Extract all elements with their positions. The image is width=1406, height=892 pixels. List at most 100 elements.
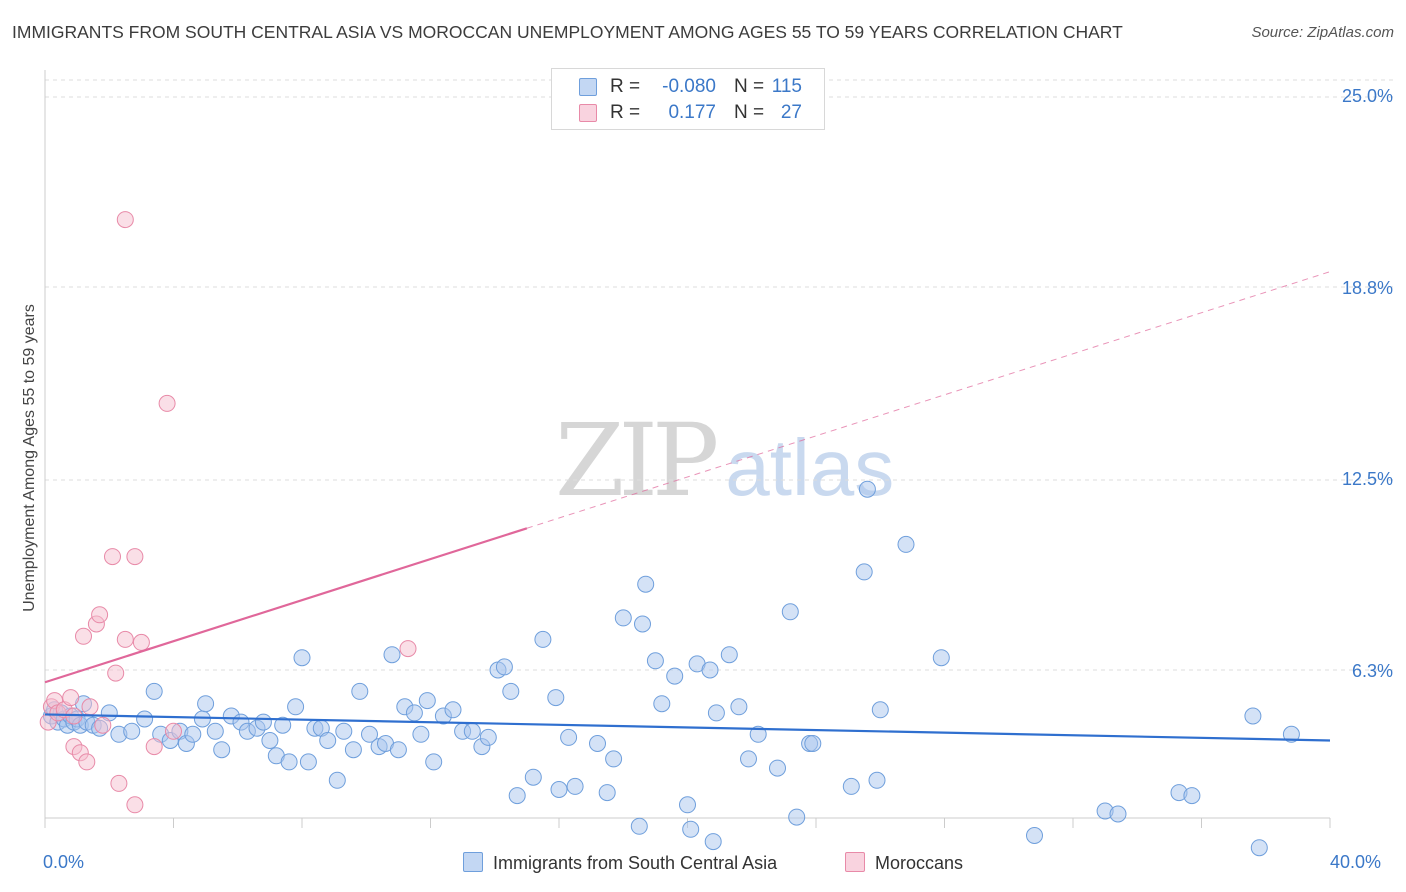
data-point-immigrants bbox=[634, 615, 651, 633]
data-point-immigrants bbox=[720, 646, 738, 664]
data-point-immigrants bbox=[547, 689, 565, 707]
y-tick-label-18-8: 18.8% bbox=[1341, 278, 1393, 298]
data-point-immigrants bbox=[630, 817, 648, 835]
data-point-immigrants bbox=[136, 710, 154, 728]
data-point-immigrants bbox=[389, 741, 407, 759]
legend-r-label: R = bbox=[610, 102, 641, 123]
data-point-immigrants bbox=[361, 725, 378, 743]
legend-swatch-blue bbox=[463, 852, 483, 872]
legend-swatch-blue bbox=[579, 78, 597, 96]
data-point-immigrants bbox=[1109, 805, 1127, 823]
correlation-legend: R = -0.080 N = 115 R = 0.177 N = 27 bbox=[551, 68, 825, 130]
data-point-moroccans bbox=[81, 698, 99, 716]
data-point-immigrants bbox=[206, 722, 224, 740]
data-point-immigrants bbox=[524, 768, 542, 786]
data-point-moroccans bbox=[116, 630, 134, 648]
data-point-immigrants bbox=[560, 728, 578, 746]
data-point-immigrants bbox=[293, 649, 311, 667]
legend-item-moroccans[interactable]: Moroccans bbox=[845, 852, 963, 874]
data-point-moroccans bbox=[158, 394, 176, 412]
data-point-moroccans bbox=[132, 633, 150, 651]
legend-row-pink: R = 0.177 N = 27 bbox=[552, 100, 824, 126]
data-point-immigrants bbox=[184, 725, 202, 743]
data-point-immigrants bbox=[769, 759, 786, 777]
data-point-immigrants bbox=[605, 750, 623, 768]
data-point-moroccans bbox=[94, 716, 112, 734]
data-point-immigrants bbox=[749, 725, 767, 743]
data-point-immigrants bbox=[788, 808, 806, 826]
data-point-immigrants bbox=[1244, 707, 1262, 725]
data-point-immigrants bbox=[707, 704, 725, 722]
data-point-moroccans bbox=[116, 211, 134, 229]
data-point-immigrants bbox=[213, 741, 231, 759]
data-point-immigrants bbox=[1250, 839, 1268, 857]
data-point-moroccans bbox=[62, 689, 80, 707]
data-point-immigrants bbox=[328, 771, 346, 789]
data-point-immigrants bbox=[351, 682, 369, 700]
data-point-immigrants bbox=[274, 716, 292, 734]
data-point-immigrants bbox=[740, 750, 757, 768]
data-point-immigrants bbox=[405, 704, 423, 722]
data-point-immigrants bbox=[679, 796, 696, 814]
data-point-immigrants bbox=[479, 728, 497, 746]
data-point-immigrants bbox=[897, 535, 915, 553]
y-tick-label-6-3: 6.3% bbox=[1351, 661, 1393, 681]
data-point-immigrants bbox=[842, 777, 860, 795]
x-tick-label-min: 0.0% bbox=[43, 852, 85, 872]
chart-title: IMMIGRANTS FROM SOUTH CENTRAL ASIA VS MO… bbox=[12, 22, 1123, 42]
trend-line-immigrants bbox=[44, 713, 1331, 742]
data-point-immigrants bbox=[855, 563, 873, 581]
watermark-zip: ZIP bbox=[555, 402, 719, 519]
legend-n-label: N = bbox=[734, 102, 765, 123]
data-point-immigrants bbox=[508, 787, 526, 805]
data-point-moroccans bbox=[110, 774, 128, 792]
data-point-immigrants bbox=[704, 833, 722, 851]
data-point-immigrants bbox=[344, 741, 362, 759]
data-point-immigrants bbox=[145, 682, 163, 700]
legend-r-value: -0.080 bbox=[662, 76, 716, 97]
data-point-immigrants bbox=[287, 698, 305, 716]
y-tick-label-25: 25.0% bbox=[1341, 86, 1393, 106]
legend-r-label: R = bbox=[610, 76, 641, 97]
legend-row-blue: R = -0.080 N = 115 bbox=[552, 74, 824, 100]
data-point-immigrants bbox=[682, 820, 700, 838]
legend-item-immigrants[interactable]: Immigrants from South Central Asia bbox=[463, 852, 777, 874]
data-point-immigrants bbox=[444, 701, 462, 719]
data-point-immigrants bbox=[299, 753, 317, 771]
legend-swatch-pink bbox=[845, 852, 865, 872]
data-point-immigrants bbox=[418, 692, 436, 710]
data-point-moroccans bbox=[104, 548, 121, 566]
data-point-immigrants bbox=[123, 722, 141, 740]
data-point-immigrants bbox=[1183, 787, 1201, 805]
x-tick-label-max: 40.0% bbox=[1330, 852, 1382, 872]
data-point-immigrants bbox=[598, 784, 616, 802]
y-tick-label-12-5: 12.5% bbox=[1341, 469, 1393, 489]
data-point-immigrants bbox=[614, 609, 632, 627]
data-point-immigrants bbox=[425, 753, 443, 771]
data-point-immigrants bbox=[871, 701, 889, 719]
watermark: ZIP atlas bbox=[555, 402, 894, 519]
data-point-immigrants bbox=[261, 732, 279, 749]
source-label: Source: ZipAtlas.com bbox=[1251, 24, 1394, 41]
data-point-moroccans bbox=[126, 796, 144, 814]
data-point-immigrants bbox=[781, 603, 799, 621]
data-point-immigrants bbox=[502, 682, 520, 700]
data-point-immigrants bbox=[319, 732, 337, 749]
trend-line-moroccans bbox=[44, 527, 528, 684]
data-point-immigrants bbox=[566, 777, 584, 795]
legend-label-moroccans: Moroccans bbox=[875, 853, 964, 873]
data-point-immigrants bbox=[653, 695, 671, 713]
series-legend: Immigrants from South Central Asia Moroc… bbox=[0, 852, 1406, 878]
legend-label-immigrants: Immigrants from South Central Asia bbox=[493, 853, 778, 873]
data-point-immigrants bbox=[495, 658, 513, 676]
legend-n-value: 115 bbox=[771, 76, 802, 97]
data-point-immigrants bbox=[701, 661, 719, 679]
data-point-immigrants bbox=[335, 722, 353, 740]
legend-swatch-pink bbox=[579, 104, 597, 122]
data-point-immigrants bbox=[589, 735, 606, 752]
data-point-immigrants bbox=[858, 480, 876, 498]
legend-n-label: N = bbox=[734, 76, 765, 97]
data-point-moroccans bbox=[78, 753, 96, 771]
data-point-immigrants bbox=[666, 667, 684, 685]
